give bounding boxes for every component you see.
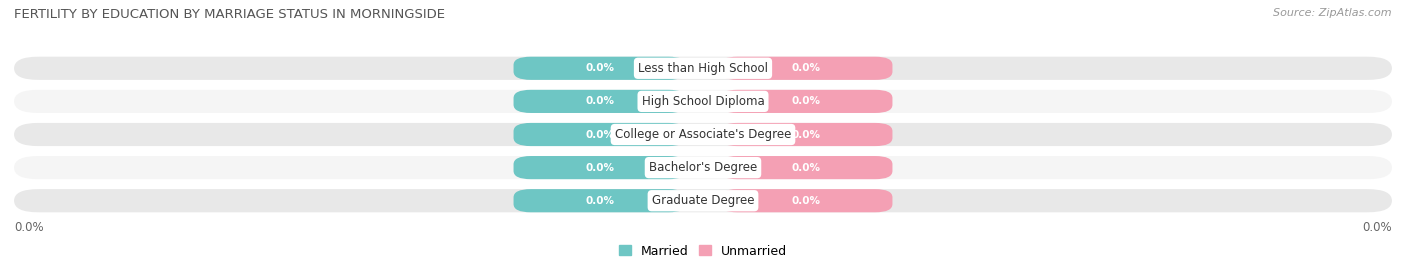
Text: Source: ZipAtlas.com: Source: ZipAtlas.com (1274, 8, 1392, 18)
Text: 0.0%: 0.0% (585, 162, 614, 173)
Text: 0.0%: 0.0% (585, 63, 614, 73)
Text: College or Associate's Degree: College or Associate's Degree (614, 128, 792, 141)
FancyBboxPatch shape (14, 156, 1392, 179)
Text: 0.0%: 0.0% (792, 129, 821, 140)
Text: High School Diploma: High School Diploma (641, 95, 765, 108)
FancyBboxPatch shape (720, 123, 893, 146)
Text: FERTILITY BY EDUCATION BY MARRIAGE STATUS IN MORNINGSIDE: FERTILITY BY EDUCATION BY MARRIAGE STATU… (14, 8, 446, 21)
Text: 0.0%: 0.0% (585, 96, 614, 107)
Text: 0.0%: 0.0% (1362, 221, 1392, 233)
Text: Less than High School: Less than High School (638, 62, 768, 75)
FancyBboxPatch shape (720, 156, 893, 179)
FancyBboxPatch shape (14, 189, 1392, 212)
FancyBboxPatch shape (513, 123, 686, 146)
Text: 0.0%: 0.0% (585, 129, 614, 140)
FancyBboxPatch shape (14, 57, 1392, 80)
Text: 0.0%: 0.0% (792, 196, 821, 206)
FancyBboxPatch shape (513, 90, 686, 113)
FancyBboxPatch shape (513, 156, 686, 179)
Text: 0.0%: 0.0% (792, 96, 821, 107)
FancyBboxPatch shape (14, 123, 1392, 146)
FancyBboxPatch shape (14, 90, 1392, 113)
FancyBboxPatch shape (720, 90, 893, 113)
Text: Graduate Degree: Graduate Degree (652, 194, 754, 207)
FancyBboxPatch shape (720, 189, 893, 212)
Text: 0.0%: 0.0% (14, 221, 44, 233)
Text: 0.0%: 0.0% (792, 162, 821, 173)
FancyBboxPatch shape (513, 189, 686, 212)
Legend: Married, Unmarried: Married, Unmarried (613, 239, 793, 263)
Text: 0.0%: 0.0% (585, 196, 614, 206)
Text: Bachelor's Degree: Bachelor's Degree (650, 161, 756, 174)
FancyBboxPatch shape (720, 57, 893, 80)
Text: 0.0%: 0.0% (792, 63, 821, 73)
FancyBboxPatch shape (513, 57, 686, 80)
